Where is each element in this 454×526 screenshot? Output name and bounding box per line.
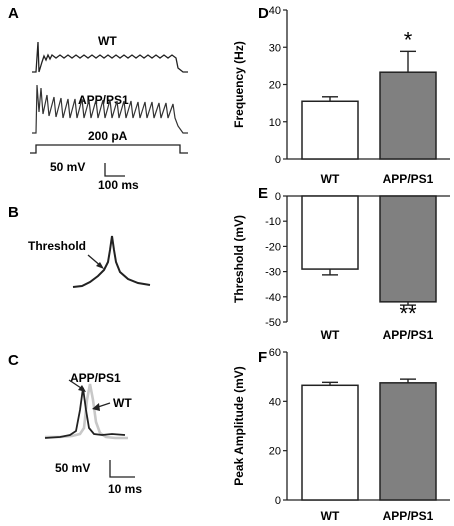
panel-letter-a: A xyxy=(8,5,19,22)
panel-letter-f: F xyxy=(258,349,267,366)
overlay-label-app: APP/PS1 xyxy=(70,371,121,385)
y-tick-label-e-1: -10 xyxy=(265,216,281,228)
overlay-label-wt: WT xyxy=(113,396,132,410)
wt-spike-train-trace xyxy=(32,41,188,73)
y-tick-label-f-0: 0 xyxy=(275,495,281,507)
scale-bar-c-time: 10 ms xyxy=(108,482,142,496)
significance-marker-e-1: ** xyxy=(399,301,417,326)
y-tick-label-d-0: 0 xyxy=(275,154,281,166)
y-tick-label-d-1: 10 xyxy=(269,117,281,129)
bar-f-wt xyxy=(301,384,359,501)
y-axis-label-f: Peak Amplitude (mV) xyxy=(232,366,246,486)
bar-d-app xyxy=(379,71,437,160)
panel-letter-e: E xyxy=(258,185,268,202)
bar-f-app xyxy=(379,382,437,501)
stim-label: 200 pA xyxy=(88,129,128,143)
category-label-e-1: APP/PS1 xyxy=(383,328,434,342)
y-tick-label-f-1: 20 xyxy=(269,446,281,458)
y-tick-label-e-4: -40 xyxy=(265,292,281,304)
threshold-arrowhead xyxy=(96,262,104,269)
app-overlay-spike-trace xyxy=(44,387,126,439)
overlay-arrowhead-wt xyxy=(92,403,100,411)
bar-d-wt xyxy=(301,100,359,160)
y-tick-label-e-3: -30 xyxy=(265,267,281,279)
category-label-e-0: WT xyxy=(321,328,340,342)
scale-bar-a-voltage: 50 mV xyxy=(50,160,85,174)
category-label-d-0: WT xyxy=(321,172,340,186)
category-label-f-1: APP/PS1 xyxy=(383,509,434,523)
y-tick-label-f-3: 60 xyxy=(269,347,281,359)
bar-e-app xyxy=(379,195,437,303)
scale-bar-c-voltage: 50 mV xyxy=(55,461,90,475)
trace-label-wt: WT xyxy=(98,34,117,48)
wt-overlay-spike-trace xyxy=(45,383,128,440)
y-tick-label-e-2: -20 xyxy=(265,241,281,253)
y-tick-label-e-0: 0 xyxy=(275,191,281,203)
scale-bar-a xyxy=(104,163,125,177)
bar-e-wt xyxy=(301,195,359,270)
panel-letter-d: D xyxy=(258,5,269,22)
category-label-f-0: WT xyxy=(321,509,340,523)
y-axis-label-d: Frequency (Hz) xyxy=(232,41,246,128)
y-tick-label-e-5: -50 xyxy=(265,317,281,329)
y-tick-label-d-3: 30 xyxy=(269,42,281,54)
category-label-d-1: APP/PS1 xyxy=(383,172,434,186)
scale-bar-c xyxy=(109,460,135,478)
y-tick-label-f-2: 40 xyxy=(269,396,281,408)
y-tick-label-d-4: 40 xyxy=(269,5,281,17)
app-spike-train-trace xyxy=(32,84,188,134)
stimulus-step-trace xyxy=(30,144,188,154)
y-tick-label-d-2: 20 xyxy=(269,80,281,92)
y-axis-label-e: Threshold (mV) xyxy=(232,215,246,303)
panel-letter-b: B xyxy=(8,204,19,221)
threshold-annotation: Threshold xyxy=(28,239,86,253)
panel-letter-c: C xyxy=(8,352,19,369)
overlay-arrowhead-app xyxy=(78,385,86,392)
significance-marker-d-1: * xyxy=(404,27,413,52)
scale-bar-a-time: 100 ms xyxy=(98,178,139,192)
single-spike-trace xyxy=(72,235,151,288)
